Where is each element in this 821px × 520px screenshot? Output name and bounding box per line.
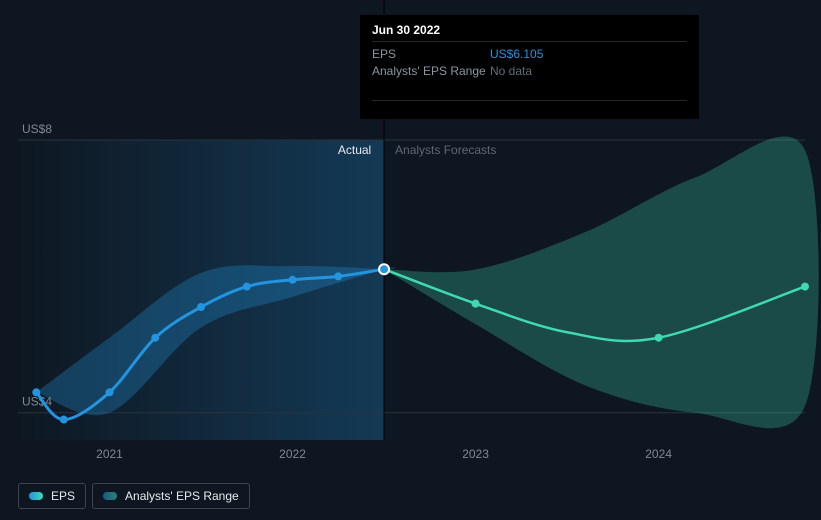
section-label-forecast: Analysts Forecasts — [395, 143, 496, 157]
x-tick-label: 2022 — [279, 447, 306, 461]
tooltip-divider — [372, 100, 687, 101]
x-tick-label: 2024 — [645, 447, 672, 461]
eps-forecast-point[interactable] — [472, 300, 480, 308]
legend-item[interactable]: EPS — [18, 483, 86, 509]
range_forecast-band — [384, 136, 819, 428]
eps-actual-point[interactable] — [151, 334, 159, 342]
legend-label: Analysts' EPS Range — [125, 489, 239, 503]
eps-forecast-point[interactable] — [801, 283, 809, 291]
tooltip-row-label: Analysts' EPS Range — [372, 63, 490, 80]
tooltip-row: EPSUS$6.105 — [372, 46, 687, 63]
y-tick-label: US$8 — [22, 122, 52, 136]
eps-forecast-point[interactable] — [655, 334, 663, 342]
eps-actual-point[interactable] — [197, 303, 205, 311]
eps-actual-point[interactable] — [334, 272, 342, 280]
hover-marker — [379, 264, 389, 274]
eps-actual-point[interactable] — [289, 276, 297, 284]
eps-actual-point[interactable] — [243, 283, 251, 291]
tooltip-row-value: US$6.105 — [490, 46, 543, 63]
legend: EPS Analysts' EPS Range — [18, 483, 250, 509]
eps-actual-point[interactable] — [106, 388, 114, 396]
tooltip-row: Analysts' EPS RangeNo data — [372, 63, 687, 80]
section-label-actual: Actual — [338, 143, 371, 157]
eps-actual-point[interactable] — [60, 416, 68, 424]
tooltip-row-value: No data — [490, 63, 532, 80]
x-tick-label: 2021 — [96, 447, 123, 461]
eps-chart: US$4US$8ActualAnalysts Forecasts20212022… — [0, 0, 821, 520]
legend-item[interactable]: Analysts' EPS Range — [92, 483, 250, 509]
tooltip-row-label: EPS — [372, 46, 490, 63]
tooltip-date: Jun 30 2022 — [372, 23, 687, 41]
x-tick-label: 2023 — [462, 447, 489, 461]
tooltip: Jun 30 2022 EPSUS$6.105Analysts' EPS Rang… — [360, 15, 699, 119]
eps-actual-point[interactable] — [32, 388, 40, 396]
legend-label: EPS — [51, 489, 75, 503]
legend-swatch — [29, 492, 43, 500]
legend-swatch — [103, 492, 117, 500]
